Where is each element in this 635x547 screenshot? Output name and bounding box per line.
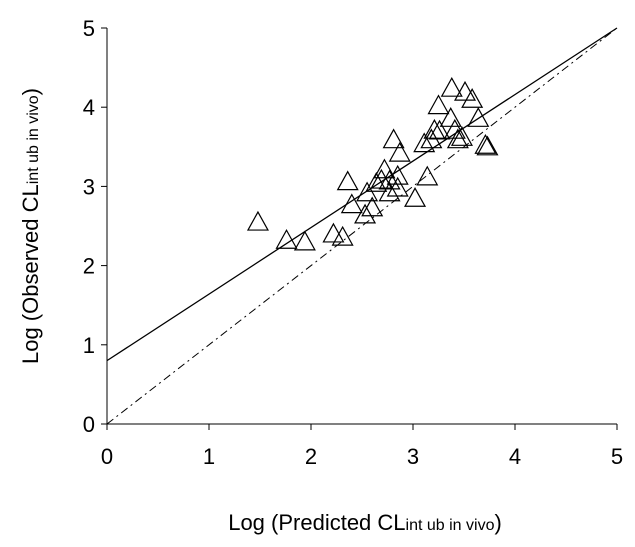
x-tick-label: 4 bbox=[509, 444, 521, 469]
data-point bbox=[322, 222, 345, 243]
x-tick-label: 0 bbox=[101, 444, 113, 469]
data-point bbox=[340, 193, 363, 214]
data-point bbox=[413, 132, 436, 153]
data-point bbox=[427, 94, 450, 115]
data-point bbox=[416, 165, 439, 186]
data-point bbox=[439, 107, 462, 127]
data-point bbox=[440, 76, 463, 97]
data-point bbox=[386, 164, 409, 185]
data-point bbox=[461, 88, 484, 108]
data-point bbox=[378, 169, 401, 190]
data-point bbox=[404, 187, 427, 207]
data-point bbox=[382, 128, 405, 149]
data-point bbox=[454, 80, 477, 101]
y-label-sub: int ub in vivo bbox=[25, 95, 42, 184]
x-tick-label: 3 bbox=[407, 444, 419, 469]
y-tick-label: 3 bbox=[83, 174, 95, 199]
data-point bbox=[386, 176, 409, 197]
data-point bbox=[370, 168, 393, 189]
data-point bbox=[450, 126, 473, 146]
data-point bbox=[467, 107, 490, 127]
x-axis-label: Log (Predicted CLint ub in vivo) bbox=[228, 510, 502, 535]
data-point bbox=[423, 118, 446, 139]
data-point bbox=[378, 181, 401, 202]
data-point bbox=[365, 171, 388, 192]
x-label-end: ) bbox=[494, 510, 501, 535]
data-point bbox=[373, 158, 396, 179]
data-point bbox=[336, 170, 359, 191]
y-tick-label: 5 bbox=[83, 16, 95, 41]
y-tick-label: 4 bbox=[83, 95, 95, 120]
reference-line bbox=[106, 27, 618, 362]
data-point bbox=[246, 210, 269, 231]
y-tick-label: 2 bbox=[83, 254, 95, 279]
x-label-main: Log (Predicted CL bbox=[228, 510, 405, 535]
data-point bbox=[443, 118, 466, 139]
reference-line bbox=[106, 27, 618, 425]
data-point bbox=[354, 203, 377, 224]
data-point bbox=[446, 128, 469, 149]
y-label-main: Log (Observed CL bbox=[18, 184, 43, 364]
x-tick-label: 2 bbox=[305, 444, 317, 469]
y-label-end: ) bbox=[18, 88, 43, 95]
x-tick-label: 1 bbox=[203, 444, 215, 469]
data-point bbox=[388, 141, 411, 162]
data-point bbox=[474, 133, 497, 154]
data-point bbox=[275, 229, 298, 249]
y-tick-label: 1 bbox=[83, 333, 95, 358]
data-point bbox=[331, 225, 354, 246]
data-point bbox=[428, 119, 451, 140]
data-point bbox=[361, 196, 384, 217]
data-point bbox=[293, 230, 316, 251]
y-tick-label: 0 bbox=[83, 412, 95, 437]
y-axis-label: Log (Observed CLint ub in vivo) bbox=[18, 88, 43, 364]
data-point bbox=[476, 135, 499, 156]
x-tick-label: 5 bbox=[611, 444, 623, 469]
x-label-sub: int ub in vivo bbox=[406, 517, 495, 534]
